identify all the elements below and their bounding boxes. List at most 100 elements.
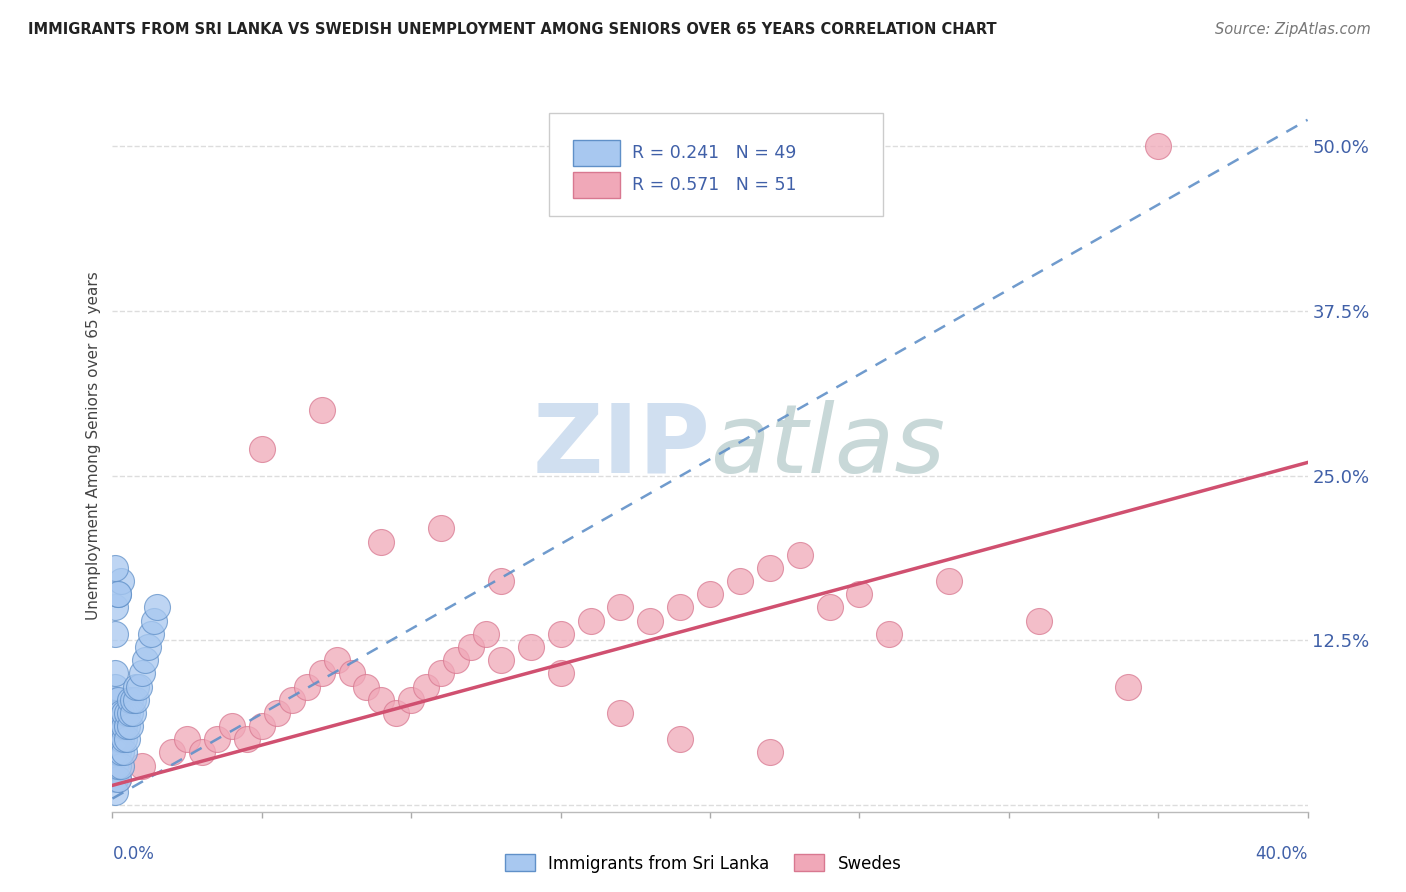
Point: [104, 785, 127, 799]
Point: [143, 614, 166, 628]
Point: [444, 653, 467, 667]
Point: [110, 574, 132, 588]
Point: [122, 706, 145, 720]
Point: [325, 653, 347, 667]
Point: [104, 732, 127, 747]
Point: [176, 732, 198, 747]
Text: R = 0.571   N = 51: R = 0.571 N = 51: [633, 177, 797, 194]
Point: [107, 719, 129, 733]
Point: [114, 732, 135, 747]
Point: [818, 600, 841, 615]
Point: [370, 692, 392, 706]
Point: [107, 732, 129, 747]
Point: [759, 561, 782, 575]
Point: [550, 627, 572, 641]
Point: [415, 680, 437, 694]
Point: [579, 614, 602, 628]
Point: [104, 600, 127, 615]
Point: [699, 587, 721, 601]
Point: [385, 706, 408, 720]
Text: Source: ZipAtlas.com: Source: ZipAtlas.com: [1215, 22, 1371, 37]
Point: [475, 627, 498, 641]
Point: [489, 653, 512, 667]
Point: [125, 692, 148, 706]
Point: [107, 772, 129, 786]
Point: [250, 719, 273, 733]
Point: [110, 706, 132, 720]
Point: [110, 732, 132, 747]
Point: [104, 746, 127, 760]
Point: [120, 692, 142, 706]
Point: [110, 719, 132, 733]
Point: [520, 640, 543, 654]
Y-axis label: Unemployment Among Seniors over 65 years: Unemployment Among Seniors over 65 years: [86, 272, 101, 620]
Point: [1147, 139, 1170, 153]
Text: 0.0%: 0.0%: [112, 845, 155, 863]
Point: [162, 746, 183, 760]
Point: [104, 561, 127, 575]
Point: [728, 574, 751, 588]
Text: R = 0.241   N = 49: R = 0.241 N = 49: [633, 144, 797, 162]
Point: [104, 666, 127, 681]
Point: [104, 719, 127, 733]
Point: [114, 706, 135, 720]
Point: [104, 692, 127, 706]
Point: [107, 587, 129, 601]
Text: atlas: atlas: [710, 400, 945, 492]
Point: [125, 680, 148, 694]
Point: [104, 680, 127, 694]
Point: [107, 587, 129, 601]
Point: [205, 732, 228, 747]
Point: [550, 666, 572, 681]
Point: [789, 548, 811, 562]
Point: [128, 680, 150, 694]
Point: [1118, 680, 1140, 694]
Point: [120, 706, 142, 720]
Point: [356, 680, 378, 694]
FancyBboxPatch shape: [572, 172, 620, 199]
Point: [266, 706, 288, 720]
Legend: Immigrants from Sri Lanka, Swedes: Immigrants from Sri Lanka, Swedes: [498, 847, 908, 880]
Point: [134, 653, 156, 667]
Point: [131, 666, 153, 681]
Point: [104, 706, 127, 720]
Point: [104, 772, 127, 786]
Point: [141, 627, 163, 641]
Point: [370, 534, 392, 549]
Point: [114, 719, 135, 733]
Point: [250, 442, 273, 457]
Point: [107, 758, 129, 772]
Text: IMMIGRANTS FROM SRI LANKA VS SWEDISH UNEMPLOYMENT AMONG SENIORS OVER 65 YEARS CO: IMMIGRANTS FROM SRI LANKA VS SWEDISH UNE…: [28, 22, 997, 37]
FancyBboxPatch shape: [548, 113, 883, 216]
Point: [122, 692, 145, 706]
Point: [609, 706, 631, 720]
Point: [340, 666, 363, 681]
Point: [117, 706, 139, 720]
Point: [938, 574, 960, 588]
Point: [489, 574, 512, 588]
Text: 40.0%: 40.0%: [1256, 845, 1308, 863]
Point: [146, 600, 169, 615]
Point: [295, 680, 318, 694]
Point: [191, 746, 214, 760]
Point: [107, 746, 129, 760]
Point: [131, 758, 153, 772]
Point: [1028, 614, 1050, 628]
Point: [236, 732, 259, 747]
Point: [460, 640, 482, 654]
Point: [107, 692, 129, 706]
Point: [311, 666, 333, 681]
Point: [638, 614, 662, 628]
Point: [401, 692, 423, 706]
Point: [138, 640, 160, 654]
Point: [104, 758, 127, 772]
Point: [759, 746, 782, 760]
Point: [110, 758, 132, 772]
Point: [114, 746, 135, 760]
Point: [107, 706, 129, 720]
Text: ZIP: ZIP: [531, 400, 710, 492]
Point: [669, 732, 692, 747]
Point: [221, 719, 243, 733]
Point: [609, 600, 631, 615]
Point: [117, 719, 139, 733]
